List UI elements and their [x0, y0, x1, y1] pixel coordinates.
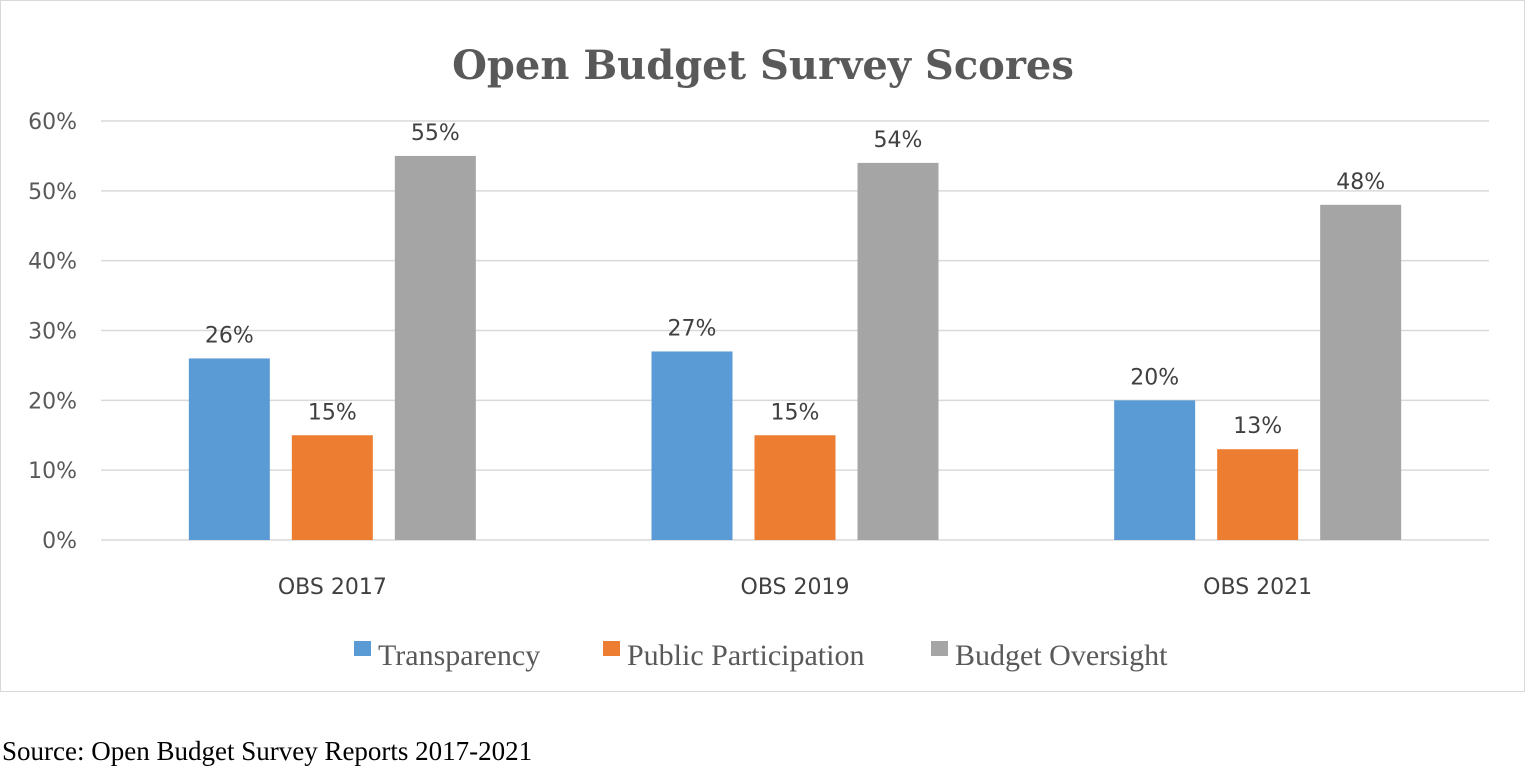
bar — [857, 162, 939, 540]
data-label: 27% — [668, 316, 717, 341]
bar — [1114, 400, 1196, 540]
bar — [1217, 449, 1299, 540]
bars — [188, 155, 1402, 541]
x-category-label: OBS 2017 — [278, 575, 387, 600]
bar-chart: Open Budget Survey Scores 0% 10% 20% 30% 40%… — [28, 42, 1489, 672]
data-label: 26% — [205, 323, 254, 348]
chart-title: Open Budget Survey Scores — [452, 42, 1074, 89]
x-category-label: OBS 2019 — [741, 575, 850, 600]
legend-swatch — [354, 641, 371, 656]
y-tick-label: 50% — [28, 180, 77, 205]
legend-swatch — [603, 641, 620, 656]
bar — [754, 435, 836, 540]
legend-label: Public Participation — [627, 639, 864, 672]
y-tick-label: 30% — [28, 320, 77, 345]
bar — [188, 358, 270, 540]
y-tick-label: 60% — [28, 110, 77, 135]
bar — [291, 435, 373, 540]
y-axis-tick-labels: 0% 10% 20% 30% 40% 50% 60% — [28, 110, 77, 554]
data-label: 55% — [411, 121, 460, 146]
bar — [394, 155, 476, 540]
x-category-label: OBS 2021 — [1203, 575, 1312, 600]
data-label: 15% — [308, 400, 357, 425]
data-label: 13% — [1233, 414, 1282, 439]
data-labels: 26% 15% 55% 27% 15% 54% 20% 13% 48% — [205, 121, 1385, 439]
data-label: 20% — [1130, 365, 1179, 390]
data-label: 54% — [874, 128, 923, 153]
legend: Transparency Public Participation Budget O… — [354, 639, 1168, 672]
data-label: 48% — [1336, 170, 1385, 195]
legend-swatch — [931, 641, 948, 656]
y-tick-label: 10% — [28, 459, 77, 484]
bar — [1320, 204, 1402, 541]
y-tick-label: 20% — [28, 389, 77, 414]
data-label: 15% — [771, 400, 820, 425]
legend-label: Budget Oversight — [955, 639, 1168, 672]
x-axis-category-labels: OBS 2017 OBS 2019 OBS 2021 — [278, 575, 1312, 600]
bar — [651, 351, 733, 540]
legend-label: Transparency — [378, 639, 540, 672]
chart-frame: Open Budget Survey Scores 0% 10% 20% 30% 40%… — [0, 0, 1525, 692]
y-tick-label: 0% — [42, 529, 77, 554]
y-tick-label: 40% — [28, 250, 77, 275]
source-note: Source: Open Budget Survey Reports 2017-… — [2, 736, 533, 766]
